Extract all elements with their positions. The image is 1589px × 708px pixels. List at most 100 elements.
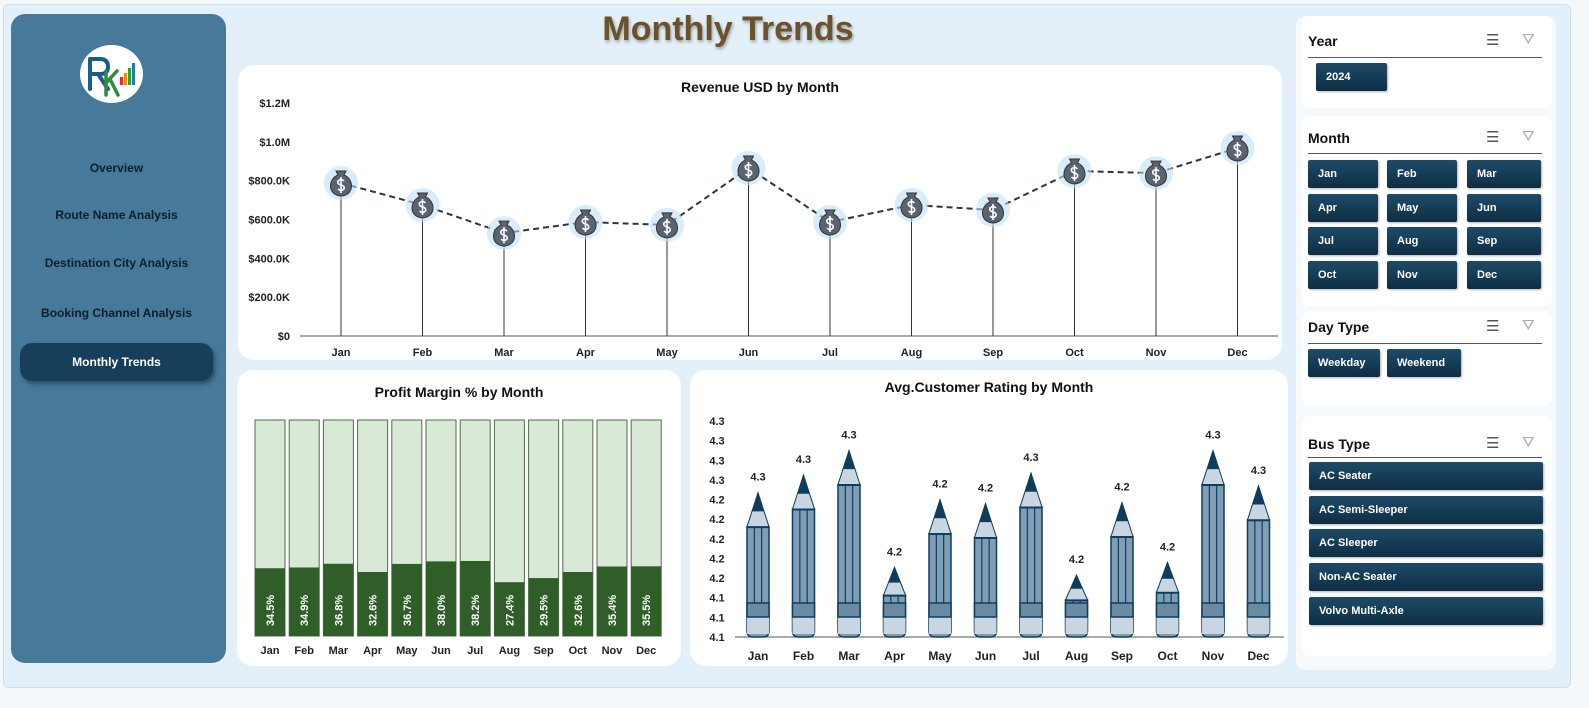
pencil-band [1064, 602, 1089, 618]
pencil-icon [1064, 573, 1089, 638]
pencil-eraser [883, 617, 906, 634]
y-tick-label: $200.0K [248, 292, 290, 304]
chart-title: Avg.Customer Rating by Month [884, 379, 1094, 395]
slicer-option-dec[interactable]: Dec [1467, 261, 1541, 290]
multi-select-icon[interactable]: ☰ [1486, 318, 1500, 335]
money-bag-icon [731, 151, 766, 186]
revenue-chart: $0 $200.0K $400.0K $600.0K $800.0K $1.0M $1.2M… [248, 98, 1278, 359]
slicer-option-2024[interactable]: 2024 [1316, 63, 1387, 91]
y-tick-label: 4.1 [709, 593, 724, 605]
x-tick-label: Aug [1065, 649, 1088, 663]
slicer-option-jul[interactable]: Jul [1308, 227, 1378, 256]
pencil-eraser [974, 617, 997, 634]
pencil-eraser [1202, 617, 1224, 634]
sidebar-item-destination-city-analysis[interactable]: Destination City Analysis [44, 256, 189, 270]
y-tick-label: $600.0K [248, 215, 290, 227]
pencil-icon [837, 448, 861, 638]
y-tick-label: $0 [278, 331, 290, 343]
sidebar-item-overview[interactable]: Overview [89, 161, 144, 175]
multi-select-icon[interactable]: ☰ [1486, 435, 1500, 452]
data-label: 34.5% [265, 595, 277, 626]
x-tick-label: Feb [413, 347, 433, 359]
pencil-tip [1206, 450, 1220, 470]
sidebar-item-monthly-trends[interactable]: Monthly Trends [20, 343, 213, 381]
y-tick-label: 4.2 [709, 495, 724, 507]
pencil-icon [1246, 484, 1271, 638]
slicer-title: Year [1308, 33, 1338, 49]
slicer-panel: Year ☰ ⛛ 2024 Month ☰ ⛛ Jan Feb Mar Apr May Jun Jul Au… [1296, 16, 1556, 670]
profit-chart-card: Profit Margin % by Month 34.5% Jan 34.9% Fe… [237, 370, 681, 666]
slicer-option-jun[interactable]: Jun [1467, 193, 1541, 222]
x-tick-label: Apr [363, 645, 383, 657]
pencil-band [1110, 602, 1134, 618]
page-title: Monthly Trends [602, 10, 854, 48]
slicer-divider [1308, 153, 1542, 154]
slicer-option-jan[interactable]: Jan [1308, 160, 1378, 188]
multi-select-icon[interactable]: ☰ [1486, 32, 1500, 49]
slicer-option-apr[interactable]: Apr [1308, 193, 1378, 222]
pencil-band [882, 602, 907, 618]
sidebar-item-route-name-analysis[interactable]: Route Name Analysis [55, 208, 178, 222]
clear-filter-icon[interactable]: ⛛ [1522, 317, 1535, 334]
profit-bar [460, 560, 491, 636]
data-label: 35.4% [607, 595, 619, 626]
slicer-option-weekday[interactable]: Weekday [1308, 349, 1380, 377]
dollar-sign-icon [1070, 164, 1079, 181]
money-bag-icon [894, 187, 929, 222]
revenue-line [340, 147, 1238, 235]
y-tick-label: 4.2 [709, 573, 724, 585]
sidebar-item-booking-channel-analysis[interactable]: Booking Channel Analysis [41, 306, 192, 320]
data-label: 38.2% [470, 595, 482, 626]
multi-select-icon[interactable]: ☰ [1486, 129, 1500, 146]
slicer-option-aug[interactable]: Aug [1387, 227, 1457, 256]
dollar-sign-icon [989, 203, 997, 220]
pencil-icon [1155, 560, 1180, 638]
pencil-band [1201, 602, 1225, 618]
data-label: 36.7% [402, 595, 414, 626]
slicer-option-ac-sleeper[interactable]: AC Sleeper [1309, 529, 1543, 558]
profit-bar [323, 563, 354, 636]
slicer-bus-type: Bus Type ☰ ⛛ AC Seater AC Semi-Sleeper AC Sle… [1302, 416, 1552, 656]
slicer-option-oct[interactable]: Oct [1308, 261, 1378, 290]
x-tick-label: Feb [793, 649, 814, 663]
pencil-icon [1110, 500, 1134, 638]
chart-title: Profit Margin % by Month [374, 384, 544, 400]
pencil-eraser [1247, 617, 1270, 634]
logo-graphic [87, 57, 135, 97]
data-label: 4.2 [1069, 554, 1084, 566]
clear-filter-icon[interactable]: ⛛ [1522, 434, 1535, 451]
profit-bar [426, 561, 456, 636]
clear-filter-icon[interactable]: ⛛ [1522, 128, 1535, 145]
dollar-sign-icon [663, 218, 671, 235]
slicer-option-feb[interactable]: Feb [1387, 160, 1457, 188]
rating-chart: 4.1 4.1 4.1 4.2 4.2 4.2 4.2 4.2 4.3 4.3 4.3 4.3 4.3 J… [709, 416, 1284, 663]
dollar-sign-icon [826, 216, 834, 233]
slicer-option-weekend[interactable]: Weekend [1387, 349, 1461, 377]
x-tick-label: May [396, 645, 418, 657]
profit-bar [631, 566, 662, 636]
pencil-icon [882, 565, 907, 638]
dollar-sign-icon [418, 198, 427, 215]
money-bag-icon [650, 207, 684, 242]
money-bag-icon [324, 165, 358, 200]
data-label: 34.9% [299, 595, 311, 626]
pencil-band [928, 602, 952, 618]
data-label: 4.3 [1205, 429, 1220, 441]
x-tick-label: Dec [636, 645, 656, 657]
pencil-eraser [747, 617, 769, 634]
dollar-sign-icon [337, 176, 345, 193]
pencil-tip [751, 492, 765, 512]
slicer-option-sep[interactable]: Sep [1467, 227, 1541, 256]
slicer-option-mar[interactable]: Mar [1467, 160, 1541, 188]
slicer-option-non-ac-seater[interactable]: Non-AC Seater [1309, 563, 1543, 592]
slicer-option-ac-seater[interactable]: AC Seater [1309, 462, 1543, 490]
pencil-tip [933, 499, 947, 519]
slicer-option-may[interactable]: May [1387, 193, 1457, 222]
slicer-option-ac-semi-sleeper[interactable]: AC Semi-Sleeper [1309, 495, 1543, 524]
slicer-option-nov[interactable]: Nov [1387, 261, 1457, 290]
x-tick-label: Aug [901, 347, 922, 359]
slicer-divider [1308, 343, 1542, 344]
slicer-option-volvo-multi-axle[interactable]: Volvo Multi-Axle [1309, 596, 1543, 625]
clear-filter-icon[interactable]: ⛛ [1522, 31, 1535, 48]
pencil-tip [1161, 562, 1174, 579]
